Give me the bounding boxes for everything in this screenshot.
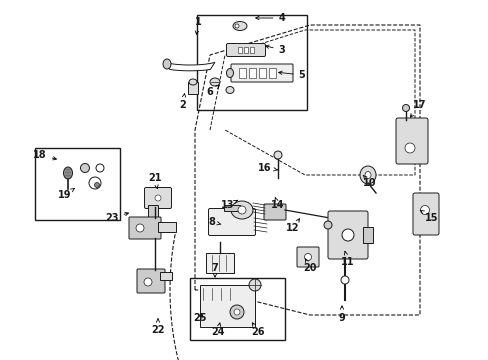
Bar: [148, 205, 158, 225]
FancyBboxPatch shape: [208, 208, 255, 235]
Bar: [259, 68, 265, 78]
FancyBboxPatch shape: [296, 247, 318, 267]
Ellipse shape: [238, 206, 245, 214]
Text: 4: 4: [255, 13, 285, 23]
Ellipse shape: [229, 305, 244, 319]
Bar: [224, 205, 240, 211]
Text: 2: 2: [179, 94, 186, 110]
Ellipse shape: [81, 163, 89, 172]
Text: 8: 8: [208, 217, 221, 227]
Ellipse shape: [155, 195, 161, 201]
Text: 20: 20: [303, 259, 316, 273]
Bar: [187, 82, 198, 94]
Ellipse shape: [420, 206, 428, 215]
FancyBboxPatch shape: [264, 204, 285, 220]
FancyBboxPatch shape: [230, 64, 292, 82]
Ellipse shape: [189, 79, 197, 85]
Bar: [268, 68, 275, 78]
Ellipse shape: [340, 276, 348, 284]
Ellipse shape: [143, 278, 152, 286]
Text: 25: 25: [193, 313, 206, 323]
Ellipse shape: [96, 164, 104, 172]
FancyBboxPatch shape: [137, 269, 164, 293]
FancyBboxPatch shape: [129, 217, 161, 239]
Polygon shape: [165, 62, 215, 71]
Ellipse shape: [234, 309, 240, 315]
Ellipse shape: [404, 143, 414, 153]
Ellipse shape: [324, 221, 331, 229]
Text: 15: 15: [419, 210, 438, 223]
Ellipse shape: [402, 104, 408, 112]
FancyBboxPatch shape: [327, 211, 367, 259]
Ellipse shape: [226, 68, 233, 77]
Bar: [249, 47, 253, 53]
Bar: [35, 148, 120, 220]
Ellipse shape: [359, 166, 375, 184]
Bar: [239, 68, 245, 78]
Text: 24: 24: [211, 323, 224, 337]
Ellipse shape: [136, 224, 143, 232]
Text: 7: 7: [211, 263, 218, 277]
Bar: [158, 222, 176, 232]
Text: 16: 16: [258, 163, 277, 173]
Ellipse shape: [364, 171, 370, 179]
Text: 9: 9: [338, 306, 345, 323]
Ellipse shape: [304, 253, 311, 261]
Text: 22: 22: [151, 319, 164, 335]
Text: 17: 17: [409, 100, 426, 117]
Ellipse shape: [273, 151, 282, 159]
Bar: [200, 285, 254, 327]
Text: 10: 10: [363, 175, 376, 188]
Bar: [197, 15, 306, 110]
Ellipse shape: [63, 167, 72, 179]
Text: 23: 23: [105, 212, 128, 223]
Bar: [238, 47, 242, 53]
Text: 1: 1: [194, 17, 201, 34]
Text: 12: 12: [285, 219, 299, 233]
FancyBboxPatch shape: [412, 193, 438, 235]
Ellipse shape: [232, 22, 246, 31]
Text: 5: 5: [278, 70, 305, 80]
Text: 21: 21: [148, 173, 162, 189]
Text: 14: 14: [271, 197, 284, 210]
Ellipse shape: [230, 201, 252, 219]
Text: 26: 26: [251, 323, 264, 337]
Bar: [248, 68, 256, 78]
FancyBboxPatch shape: [144, 188, 171, 208]
Text: 13: 13: [221, 200, 237, 210]
Ellipse shape: [94, 183, 99, 188]
Bar: [190, 278, 285, 340]
FancyBboxPatch shape: [226, 44, 265, 57]
Ellipse shape: [163, 59, 171, 69]
Text: 6: 6: [206, 86, 219, 97]
Ellipse shape: [235, 24, 239, 28]
Ellipse shape: [89, 177, 101, 189]
Ellipse shape: [341, 229, 353, 241]
Bar: [244, 47, 247, 53]
Bar: [160, 272, 172, 280]
Ellipse shape: [209, 78, 220, 86]
Ellipse shape: [225, 86, 234, 94]
Ellipse shape: [248, 279, 261, 291]
Bar: [362, 227, 372, 243]
Text: 19: 19: [58, 188, 75, 200]
Text: 3: 3: [265, 45, 285, 55]
Text: 11: 11: [341, 251, 354, 267]
FancyBboxPatch shape: [395, 118, 427, 164]
Text: 18: 18: [33, 150, 56, 160]
Bar: [205, 253, 234, 273]
